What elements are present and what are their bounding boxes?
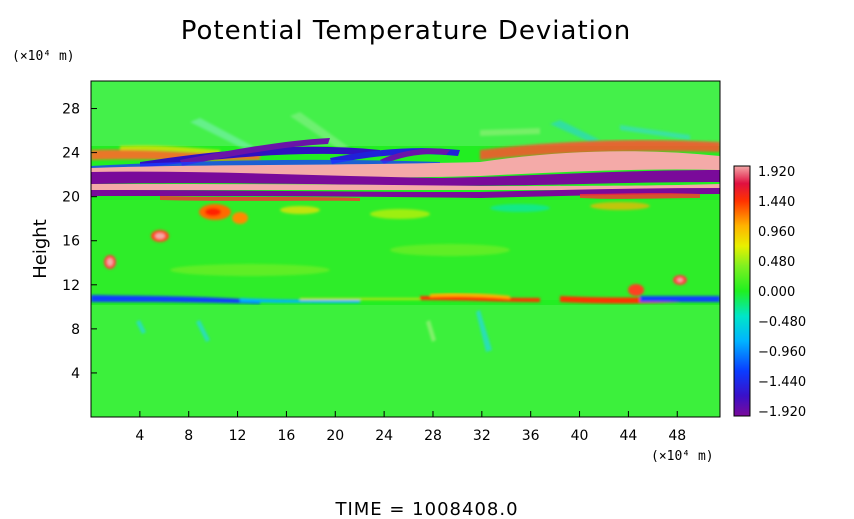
y-tick-label: 4	[71, 366, 80, 382]
lower-wisps	[136, 310, 492, 352]
colorbar-tick-label: 0.960	[758, 225, 795, 240]
y-tick-label: 12	[62, 278, 80, 294]
plot-frame	[90, 80, 721, 418]
colorbar-tick-label: −1.920	[758, 405, 806, 420]
colorbar-tick-label: 1.440	[758, 195, 795, 210]
y-tick-label: 28	[62, 102, 80, 118]
chart-title: Potential Temperature Deviation	[181, 16, 632, 46]
x-tick-label: 32	[473, 428, 491, 444]
lower-stripe	[91, 293, 720, 304]
colorbar-ticks: 1.920 1.440 0.960 0.480 0.000 −0.480 −0.960 −1.…	[758, 165, 806, 420]
colorbar-tick-label: −1.440	[758, 375, 806, 390]
colorbar-tick-label: 1.920	[758, 165, 795, 180]
field-lower-band	[91, 305, 720, 417]
y-axis-ticks: 4 8 12 16 20 24 28	[62, 102, 97, 382]
colorbar-tick-label: 0.000	[758, 285, 795, 300]
y-tick-label: 16	[62, 234, 80, 250]
colorbar-tick-label: −0.960	[758, 345, 806, 360]
x-tick-label: 48	[668, 428, 686, 444]
colorbar	[733, 165, 751, 417]
x-tick-label: 44	[619, 428, 637, 444]
upper-streaks	[190, 112, 690, 152]
x-tick-label: 40	[571, 428, 589, 444]
heatmap-field	[91, 81, 720, 417]
y-axis-label: Height	[30, 219, 51, 279]
x-tick-label: 16	[278, 428, 296, 444]
x-tick-label: 8	[184, 428, 193, 444]
y-unit-label: (×10⁴ m)	[12, 49, 75, 64]
x-tick-label: 4	[135, 428, 144, 444]
jet-bands	[91, 151, 720, 201]
time-footer: TIME = 1008408.0	[334, 499, 518, 519]
mid-blobs	[104, 202, 687, 296]
y-tick-label: 24	[62, 146, 80, 162]
x-tick-label: 28	[424, 428, 442, 444]
x-tick-label: 36	[522, 428, 540, 444]
x-axis-ticks: 4 8 12 16 20 24 28 32 36 40 44 48	[135, 411, 686, 444]
x-tick-label: 12	[229, 428, 247, 444]
x-unit-label: (×10⁴ m)	[651, 449, 714, 464]
colorbar-tick-label: 0.480	[758, 255, 795, 270]
field-upper-band	[91, 81, 720, 146]
y-tick-label: 20	[62, 190, 80, 206]
colorbar-tick-label: −0.480	[758, 315, 806, 330]
x-tick-label: 24	[375, 428, 393, 444]
x-tick-label: 20	[326, 428, 344, 444]
y-tick-label: 8	[71, 322, 80, 338]
